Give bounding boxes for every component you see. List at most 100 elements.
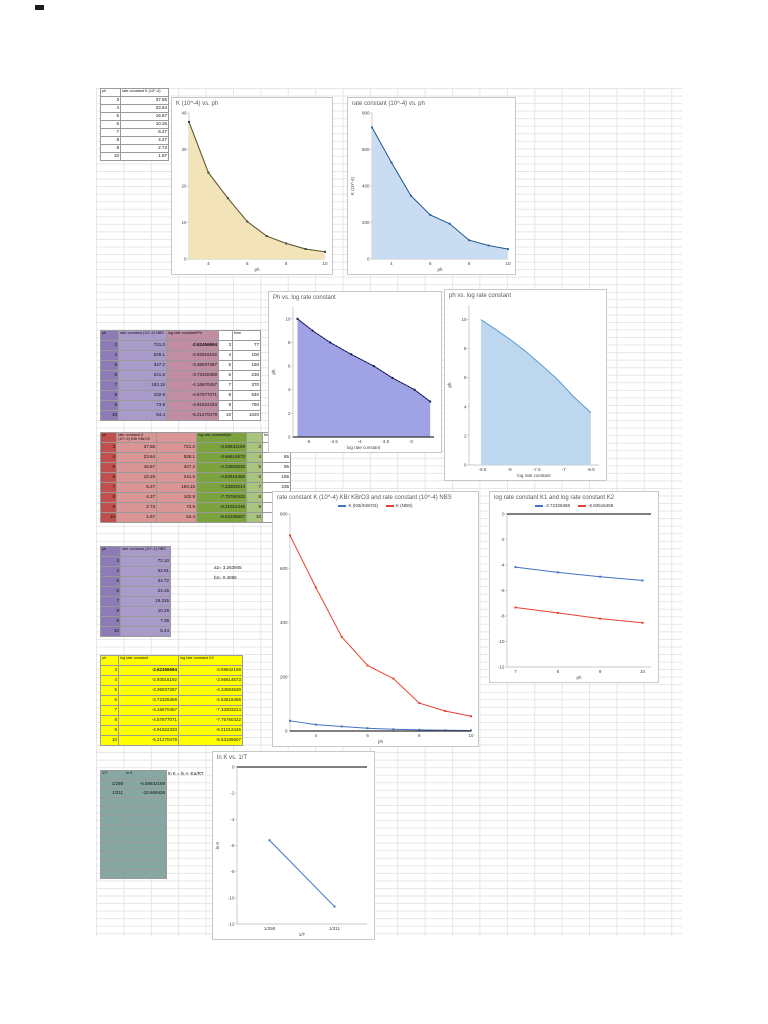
cell[interactable]: 73.9	[156, 502, 197, 513]
table-kbr-kbro3-nbs[interactable]: ph rate constant K (10^-4) KBr KBrO3 log r…	[100, 432, 291, 523]
column-header[interactable]: log rate constant/Ph	[166, 330, 219, 341]
cell[interactable]: 4	[100, 566, 121, 577]
cell[interactable]: 241.5	[156, 472, 197, 483]
cell[interactable]: 19.315	[120, 596, 171, 607]
cell[interactable]: 3	[100, 340, 119, 351]
cell[interactable]: 347.2	[156, 462, 197, 473]
table-arrhenius[interactable]: 1/T ln K 1/298 -5.59842169 1/311 -10.668426	[100, 770, 167, 879]
column-header[interactable]: ph	[100, 330, 119, 341]
cell[interactable]: 5	[246, 462, 263, 473]
cell[interactable]: 9	[218, 400, 233, 411]
cell[interactable]: 2.73	[120, 144, 169, 153]
column-header[interactable]: time	[232, 330, 261, 341]
cell[interactable]: 1.97	[120, 152, 169, 161]
cell[interactable]: 16.67	[120, 112, 169, 121]
cell[interactable]: 10	[100, 626, 121, 637]
cell[interactable]: -8.21012445	[196, 502, 247, 513]
table-log-rate-k1-k2[interactable]: ph log rate constant log rate constant K2 3…	[100, 655, 243, 746]
cell[interactable]: 52.91	[120, 566, 171, 577]
cell[interactable]	[100, 806, 125, 816]
cell[interactable]: 529.1	[118, 350, 167, 361]
cell[interactable]: -7.33303214	[196, 482, 247, 493]
cell[interactable]: 34.72	[120, 576, 171, 587]
cell[interactable]: 100	[232, 350, 261, 361]
cell[interactable]: -4.91822333	[118, 725, 179, 736]
cell[interactable]: 72.10	[120, 556, 171, 567]
cell[interactable]: 4.27	[120, 136, 169, 145]
cell[interactable]: -2.93016192	[166, 350, 219, 361]
chart-ph-vs-logk-blue[interactable]: ph vs. log rate constant 0 2 4 6 8 10 -8.5 -8 -7.…	[444, 289, 607, 481]
cell[interactable]	[100, 797, 125, 807]
cell[interactable]: 7	[218, 380, 233, 391]
cell[interactable]: 721.0	[156, 442, 197, 453]
cell[interactable]: 95	[262, 462, 291, 473]
cell[interactable]: 4	[246, 452, 263, 463]
cell[interactable]: 7	[100, 128, 121, 137]
cell[interactable]: 5	[100, 685, 119, 696]
cell[interactable]: 5	[100, 576, 121, 587]
cell[interactable]: 37.55	[120, 96, 169, 105]
cell[interactable]: -5.21270478	[166, 410, 219, 421]
cell[interactable]: 7	[100, 596, 121, 607]
cell[interactable]: -3.72326368	[166, 370, 219, 381]
cell[interactable]: 9	[100, 502, 117, 513]
cell[interactable]: 1/311	[100, 788, 125, 798]
cell[interactable]: 65	[262, 452, 291, 463]
cell[interactable]: 3	[218, 340, 233, 351]
column-header[interactable]	[156, 432, 197, 443]
cell[interactable]	[124, 869, 167, 879]
cell[interactable]: -4.91822333	[166, 400, 219, 411]
cell[interactable]: 3	[246, 442, 263, 453]
column-header[interactable]: ln K	[124, 770, 167, 780]
cell[interactable]: 6.27	[116, 482, 157, 493]
column-header[interactable]: ph	[100, 655, 119, 666]
cell[interactable]: -4.16670457	[166, 380, 219, 391]
cell[interactable]: -4.57677071	[118, 715, 179, 726]
cell[interactable]: 6	[100, 120, 121, 129]
column-header[interactable]: rate constant (10^-2) NBS	[120, 546, 171, 557]
cell[interactable]	[124, 824, 167, 834]
cell[interactable]: -4.63516456	[196, 472, 247, 483]
cell[interactable]	[124, 842, 167, 852]
chart-kbr-vs-nbs[interactable]: rate constant K (10^-4) KBr KBrO3 and ra…	[272, 491, 479, 747]
cell[interactable]: 5.44	[120, 626, 171, 637]
cell[interactable]: 5	[100, 462, 117, 473]
cell[interactable]: 155	[262, 472, 291, 483]
cell[interactable]: 9	[100, 725, 119, 736]
chart-logk1-logk2[interactable]: log rate constant K1 and log rate consta…	[489, 491, 659, 683]
cell[interactable]	[124, 815, 167, 825]
cell[interactable]: 24.15	[120, 586, 171, 597]
column-header[interactable]: rate constant (10^-4) NBS	[118, 330, 167, 341]
cell[interactable]: -3.72326368	[118, 695, 179, 706]
cell[interactable]: 37.55	[116, 442, 157, 453]
cell[interactable]: -8.53106607	[196, 512, 247, 523]
cell[interactable]: 6	[246, 472, 263, 483]
cell[interactable]: 193.15	[118, 380, 167, 391]
cell[interactable]: 10	[100, 735, 119, 746]
cell[interactable]: -4.57677071	[166, 390, 219, 401]
cell[interactable]: 102.9	[156, 492, 197, 503]
cell[interactable]: 4	[218, 350, 233, 361]
cell[interactable]: 2.73	[116, 502, 157, 513]
column-header[interactable]: log rate constant	[118, 655, 179, 666]
cell[interactable]: -2.62456694	[118, 665, 179, 676]
cell[interactable]: 8	[246, 492, 263, 503]
cell[interactable]	[100, 824, 125, 834]
cell[interactable]: 77	[232, 340, 261, 351]
cell[interactable]: 370	[232, 380, 261, 391]
cell[interactable]: 5	[100, 112, 121, 121]
cell[interactable]: 10.26	[120, 120, 169, 129]
cell[interactable]: 54.4	[118, 410, 167, 421]
cell[interactable]	[124, 806, 167, 816]
cell[interactable]: -3.66614673	[196, 452, 247, 463]
cell[interactable]: 1/298	[100, 779, 125, 789]
cell[interactable]	[100, 833, 125, 843]
cell[interactable]: 7	[246, 482, 263, 493]
cell[interactable]: -3.36037287	[166, 360, 219, 371]
cell[interactable]: 3	[100, 442, 117, 453]
column-header[interactable]	[218, 330, 233, 341]
cell[interactable]: -7.75760422	[196, 492, 247, 503]
cell[interactable]	[124, 860, 167, 870]
cell[interactable]: 54.4	[156, 512, 197, 523]
cell[interactable]: -4.34563630	[196, 462, 247, 473]
